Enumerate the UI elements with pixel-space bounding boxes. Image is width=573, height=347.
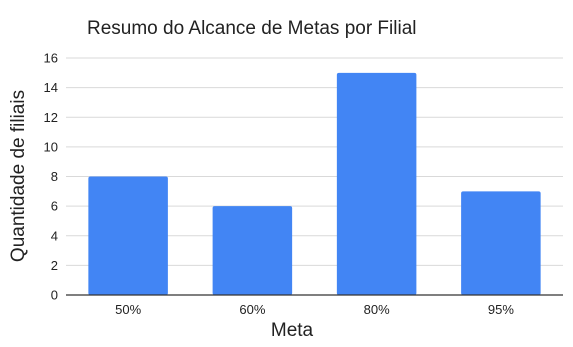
bar-95pct [461,191,541,295]
y-tick-label: 12 [44,110,58,125]
x-axis-label: Meta [271,320,314,341]
y-tick-label: 6 [51,199,58,214]
y-tick-label: 8 [51,169,58,184]
y-tick-label: 14 [44,80,58,95]
y-tick-label: 4 [51,228,58,243]
x-tick-label: 95% [488,302,514,317]
chart-title: Resumo do Alcance de Metas por Filial [87,18,417,39]
y-axis-ticks: 0 2 4 6 8 10 12 14 16 [44,51,58,303]
x-tick-label: 50% [115,302,141,317]
y-tick-label: 10 [44,139,58,154]
bar-60pct [212,206,293,295]
x-tick-label: 60% [239,302,265,317]
bar-50pct [88,176,168,295]
y-tick-label: 2 [51,258,58,273]
bars [88,72,541,295]
bar-80pct [336,72,417,295]
y-axis-label: Quantidade de filiais [8,90,29,262]
y-tick-label: 16 [44,51,58,66]
x-axis-ticks: 50% 60% 80% 95% [115,302,514,317]
x-tick-label: 80% [364,302,390,317]
y-tick-label: 0 [51,288,58,303]
